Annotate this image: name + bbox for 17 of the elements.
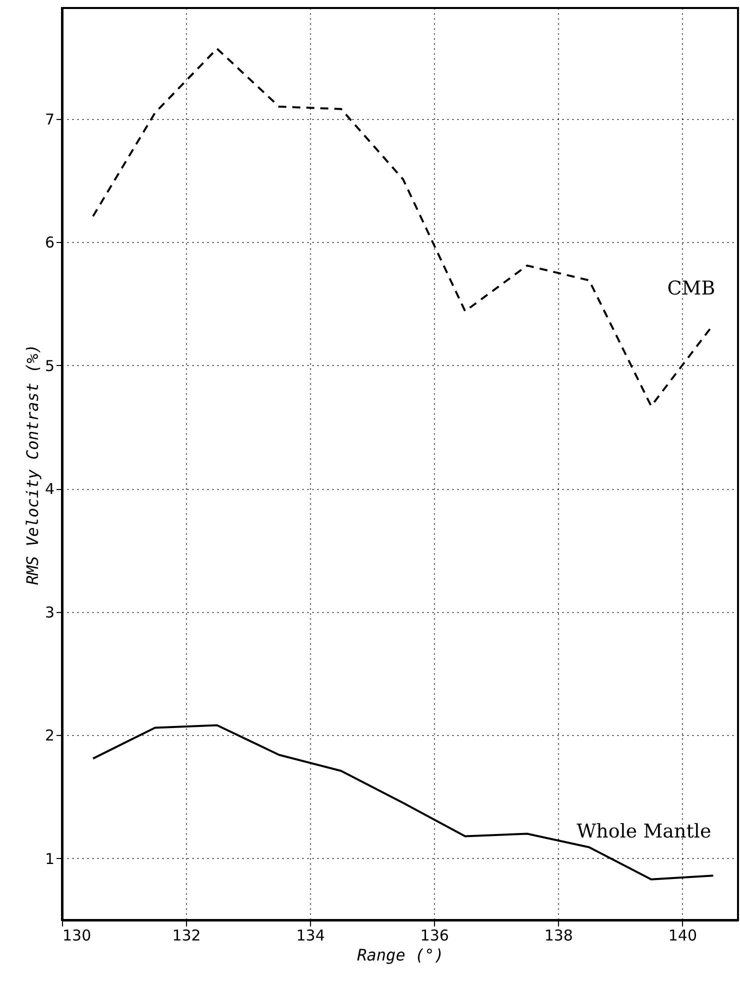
x-tick-label: 138 xyxy=(544,926,573,944)
series-label: CMB xyxy=(667,278,716,300)
x-tick-label: 130 xyxy=(62,926,92,944)
y-tick-label: 6 xyxy=(44,234,54,252)
y-axis-title: RMS Velocity Contrast (%) xyxy=(22,344,42,585)
x-axis-title: Range (°) xyxy=(357,946,444,964)
x-tick-label: 136 xyxy=(420,926,449,944)
series-label: Whole Mantle xyxy=(576,820,712,843)
y-tick-label: 5 xyxy=(44,356,54,375)
y-tick-label: 4 xyxy=(44,480,54,498)
y-tick-label: 1 xyxy=(44,850,54,868)
y-tick-label: 2 xyxy=(44,726,54,745)
y-tick-label: 3 xyxy=(44,603,54,622)
x-tick-label: 132 xyxy=(172,926,201,944)
x-tick-label: 134 xyxy=(296,926,325,944)
y-tick-label: 7 xyxy=(44,110,54,128)
x-tick-label: 140 xyxy=(668,926,698,944)
